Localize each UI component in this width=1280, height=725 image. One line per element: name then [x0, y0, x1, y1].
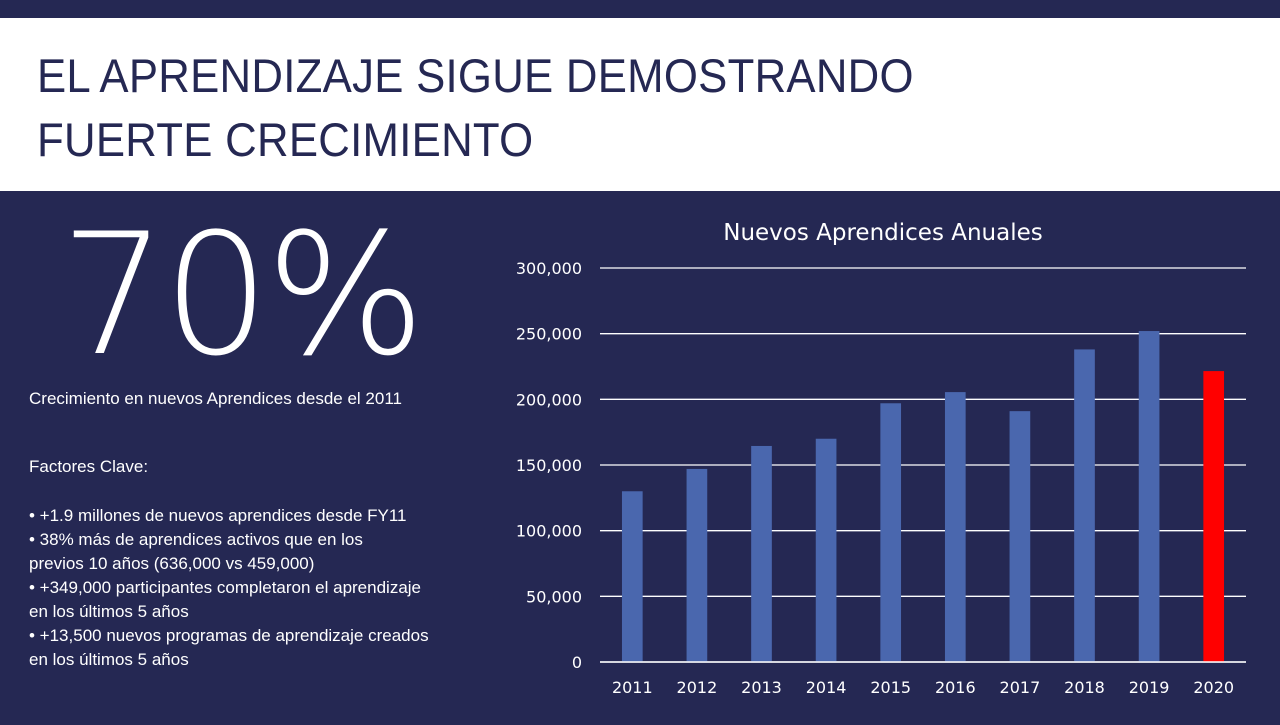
bar [815, 438, 837, 662]
bar [751, 445, 772, 662]
x-tick-label: 2016 [935, 678, 976, 697]
bars [600, 331, 1246, 663]
bar [1138, 331, 1160, 662]
x-tick-label: 2015 [870, 678, 911, 697]
x-tick-label: 2011 [612, 678, 653, 697]
x-axis-ticks: 2011 2012 2013 2014 2015 2016 2017 2018 2019 2020 [612, 678, 1234, 697]
y-tick-label: 250,000 [516, 325, 582, 344]
x-tick-label: 2013 [741, 678, 782, 697]
y-tick-label: 200,000 [516, 390, 582, 409]
growth-caption: Crecimiento en nuevos Aprendices desde e… [29, 389, 402, 408]
factor-line: • +349,000 participantes completaron el … [29, 578, 422, 597]
bar [686, 468, 708, 662]
y-tick-label: 150,000 [516, 456, 582, 475]
x-tick-label: 2012 [677, 678, 718, 697]
factor-line: en los últimos 5 años [29, 602, 189, 621]
factor-line: previos 10 años (636,000 vs 459,000) [29, 554, 315, 573]
bar-chart: Nuevos Aprendices Anuales 0 50,000 100,000… [490, 200, 1280, 720]
factor-line: • +1.9 millones de nuevos aprendices des… [29, 506, 407, 525]
bar [944, 392, 966, 662]
bar [621, 491, 643, 662]
y-tick-label: 300,000 [516, 259, 582, 278]
page-title: EL APRENDIZAJE SIGUE DEMOSTRANDO FUERTE … [37, 44, 914, 172]
x-tick-label: 2019 [1129, 678, 1170, 697]
chart-title: Nuevos Aprendices Anuales [723, 220, 1043, 246]
factor-line: • 38% más de aprendices activos que en l… [29, 530, 363, 549]
chart-svg: Nuevos Aprendices Anuales 0 50,000 100,000… [516, 220, 1246, 697]
title-band [0, 18, 1280, 191]
y-axis-ticks: 0 50,000 100,000 150,000 200,000 250,000 300,0… [516, 259, 582, 672]
bar [1009, 411, 1031, 662]
x-tick-label: 2014 [806, 678, 847, 697]
factors-list: • +1.9 millones de nuevos aprendices des… [29, 504, 429, 672]
y-tick-label: 50,000 [526, 587, 582, 606]
title-line-2: FUERTE CRECIMIENTO [37, 113, 534, 166]
x-tick-label: 2018 [1064, 678, 1105, 697]
bar [1074, 349, 1095, 662]
y-tick-label: 100,000 [516, 522, 582, 541]
x-tick-label: 2017 [1000, 678, 1041, 697]
title-line-1: EL APRENDIZAJE SIGUE DEMOSTRANDO [37, 49, 914, 102]
factor-line: en los últimos 5 años [29, 650, 189, 669]
growth-percentage: 70% [60, 197, 425, 393]
y-tick-label: 0 [572, 653, 582, 672]
bar-highlight [1203, 371, 1225, 662]
factor-line: • +13,500 nuevos programas de aprendizaj… [29, 626, 429, 645]
bar [880, 403, 902, 662]
factors-heading: Factores Clave: [29, 457, 149, 476]
x-tick-label: 2020 [1193, 678, 1234, 697]
